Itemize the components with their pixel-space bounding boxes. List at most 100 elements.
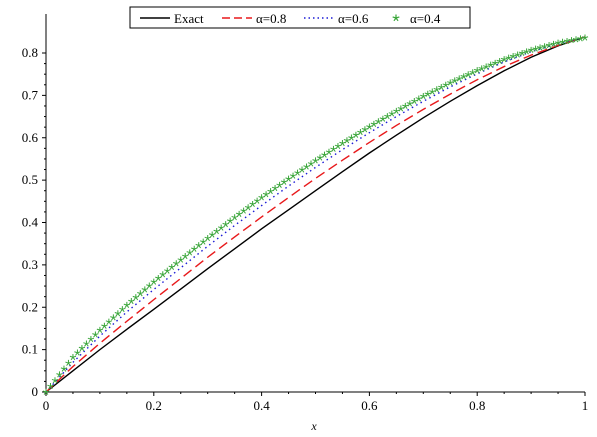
- series-alpha-04-point: [258, 194, 265, 201]
- series-alpha-04-point: [267, 188, 274, 195]
- series-alpha-04-point: [173, 260, 180, 267]
- series-alpha-04-point: [518, 49, 526, 57]
- series-alpha-04-point: [509, 53, 517, 60]
- series-alpha-04-point: [128, 298, 135, 305]
- series-alpha-04-point: [289, 172, 297, 179]
- series-alpha-04-point: [231, 214, 238, 221]
- legend-label-alpha-06: α=0.6: [338, 11, 369, 26]
- series-alpha-04-point: [87, 335, 95, 343]
- series-alpha-04-point: [487, 61, 494, 68]
- series-alpha-04-point: [285, 175, 292, 182]
- legend-label-alpha-04: α=0.4: [410, 11, 441, 26]
- series-alpha-04-point: [415, 95, 423, 102]
- series-alpha-04-point: [262, 191, 270, 198]
- series-alpha-04-point: [523, 48, 530, 55]
- series-layer: [42, 34, 589, 395]
- series-alpha-04-point: [244, 204, 252, 211]
- y-tick-label: 0.8: [22, 45, 38, 60]
- series-alpha-04-point: [119, 306, 126, 313]
- series-alpha-04-point: [527, 46, 535, 53]
- series-alpha-04-point: [478, 65, 485, 72]
- series-alpha-04: [42, 34, 589, 395]
- y-tick-label: 0.2: [22, 299, 38, 314]
- y-tick-label: 0.3: [22, 257, 38, 272]
- series-alpha-04-point: [164, 267, 171, 274]
- series-alpha-04-point: [191, 245, 198, 252]
- series-alpha-04-point: [56, 371, 63, 378]
- series-alpha-04-point: [195, 242, 202, 249]
- series-alpha-04-point: [334, 142, 342, 150]
- series-alpha-04-point: [563, 37, 571, 45]
- x-tick-label: 0.6: [361, 398, 378, 413]
- series-alpha-04-point: [460, 73, 467, 80]
- series-alpha-04-point: [253, 197, 261, 204]
- series-alpha-04-point: [402, 102, 409, 109]
- series-alpha-04-point: [78, 345, 86, 352]
- series-alpha-04-point: [47, 383, 54, 390]
- series-alpha-04-point: [294, 169, 301, 176]
- legend-swatch-alpha-04: [392, 14, 400, 22]
- series-alpha-04-point: [222, 221, 229, 228]
- series-alpha-04-point: [240, 207, 247, 214]
- series-alpha-04-point: [343, 137, 351, 144]
- series-exact-line: [45, 36, 586, 393]
- y-tick-label: 0.4: [22, 215, 39, 230]
- series-alpha-04-point: [159, 271, 166, 278]
- series-alpha-04-point: [505, 54, 512, 61]
- series-alpha-04-point: [325, 148, 333, 155]
- series-alpha-04-point: [42, 388, 50, 395]
- series-alpha-04-point: [545, 42, 553, 49]
- series-alpha-04-point: [482, 63, 490, 70]
- series-alpha-04-point: [447, 79, 454, 86]
- legend-label-exact: Exact: [174, 11, 204, 26]
- series-alpha-04-point: [235, 210, 243, 217]
- y-tick-label: 0.7: [22, 87, 39, 102]
- series-alpha-04-point: [536, 44, 544, 51]
- series-alpha-04-point: [168, 263, 175, 271]
- series-alpha-04-point: [137, 290, 144, 297]
- x-tick-label: 0.8: [469, 398, 485, 413]
- series-alpha-04-point: [393, 107, 400, 114]
- x-tick-label: 1: [582, 398, 589, 413]
- series-alpha-04-point: [150, 278, 157, 285]
- series-alpha-04-point: [514, 51, 521, 58]
- series-alpha-04-point: [51, 377, 59, 384]
- series-alpha-04-point: [271, 184, 279, 192]
- series-alpha-04-point: [361, 126, 369, 133]
- legend-label-alpha-08: α=0.8: [256, 11, 286, 26]
- series-alpha-04-point: [348, 134, 355, 141]
- series-alpha-04-point: [200, 238, 207, 245]
- series-alpha-04-point: [141, 286, 149, 293]
- x-axis-label: x: [310, 419, 317, 433]
- series-alpha-04-point: [96, 326, 104, 334]
- series-alpha-04-point: [74, 349, 81, 356]
- series-alpha-04-point: [420, 93, 427, 100]
- series-alpha-04-point: [388, 110, 396, 117]
- series-alpha-04-point: [451, 77, 458, 84]
- x-tick-label: 0: [43, 398, 50, 413]
- series-alpha-04-point: [276, 181, 283, 188]
- series-alpha-04-point: [581, 34, 589, 41]
- series-alpha-04-point: [559, 38, 566, 45]
- series-alpha-04-point: [65, 359, 72, 366]
- series-alpha-04-point: [577, 35, 584, 42]
- series-alpha-04-point: [303, 163, 310, 170]
- series-alpha-04-point: [474, 67, 481, 74]
- y-tick-label: 0.1: [22, 342, 38, 357]
- series-alpha-04-point: [572, 36, 580, 43]
- series-alpha-04-point: [500, 56, 508, 63]
- series-alpha-04-point: [316, 154, 324, 161]
- series-alpha-04-point: [429, 88, 436, 95]
- series-alpha-04-point: [226, 217, 234, 224]
- series-alpha-04-point: [330, 145, 337, 152]
- series-alpha-04-point: [92, 331, 99, 338]
- y-ticks: 0 0.1 0.2 0.3 0.4 0.5 0.6 0.7 0.8: [22, 45, 46, 399]
- series-alpha-04-point: [469, 69, 476, 76]
- series-alpha-04-point: [182, 252, 189, 260]
- series-alpha-04-point: [532, 45, 539, 52]
- series-alpha-04-point: [186, 249, 193, 256]
- series-alpha-04-point: [384, 113, 391, 120]
- series-alpha-04-point: [554, 39, 562, 46]
- series-alpha-04-point: [433, 86, 440, 93]
- series-alpha-04-point: [397, 105, 405, 112]
